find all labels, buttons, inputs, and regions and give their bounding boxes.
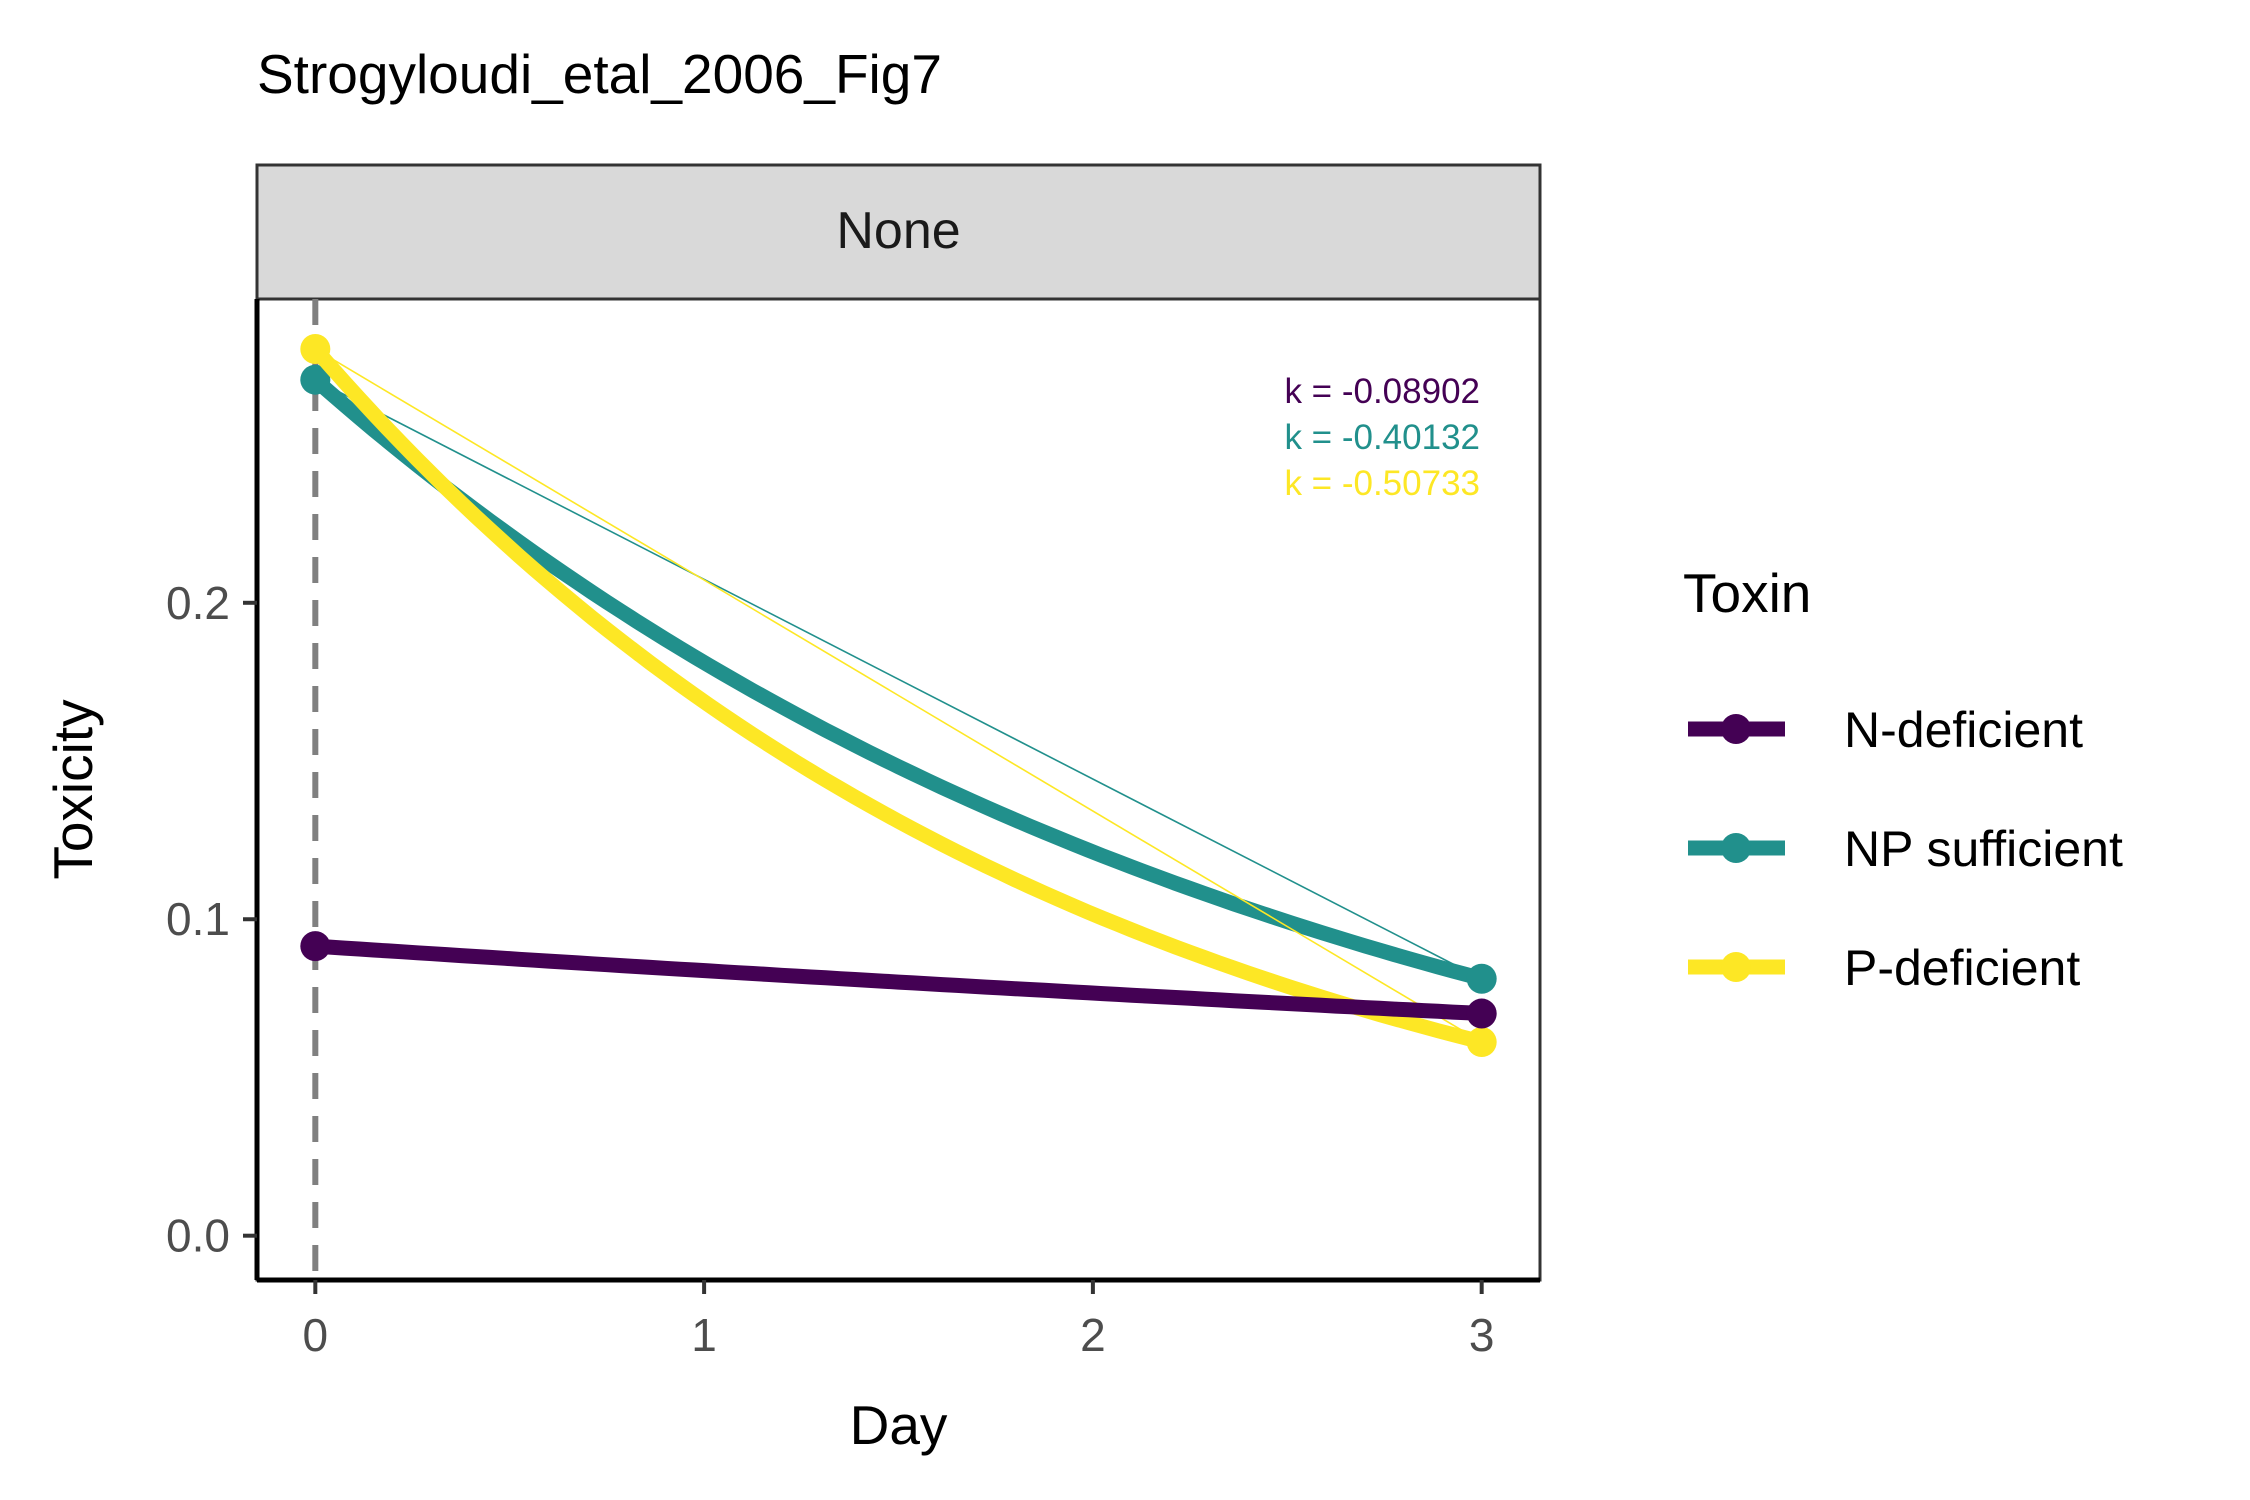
series-connector-line [314, 348, 1483, 1043]
y-tick-label: 0.2 [166, 577, 230, 629]
data-point [1466, 1027, 1497, 1058]
x-tick-label: 0 [303, 1309, 329, 1361]
facet-label: None [836, 202, 960, 260]
data-point [1466, 963, 1497, 994]
x-axis-label: Day [850, 1394, 948, 1456]
plot-panel [255, 297, 1542, 1282]
y-tick-label: 0.0 [166, 1210, 230, 1262]
x-tick-label: 2 [1080, 1309, 1106, 1361]
k-annotation: k = -0.50733 [1284, 464, 1480, 503]
facet-strip [255, 163, 1542, 301]
legend-key-point [1721, 952, 1751, 982]
legend-label: NP sufficient [1844, 821, 2123, 877]
data-point [300, 931, 331, 962]
x-tick-label: 1 [691, 1309, 717, 1361]
y-axis-label: Toxicity [42, 699, 104, 880]
legend-key-point [1721, 833, 1751, 863]
k-annotation: k = -0.40132 [1284, 418, 1480, 457]
y-tick-label: 0.1 [166, 893, 230, 945]
x-tick-label: 3 [1469, 1309, 1495, 1361]
legend-title: Toxin [1683, 562, 1811, 624]
k-annotation: k = -0.08902 [1284, 372, 1480, 411]
series-connector-line [314, 378, 1483, 980]
legend-key-point [1721, 714, 1751, 744]
legend-label: P-deficient [1844, 940, 2080, 996]
series-fit-curve [307, 938, 1490, 1021]
series-fit-curve [307, 372, 1490, 987]
series-fit-curve [307, 341, 1490, 1050]
data-point [1466, 998, 1497, 1029]
chart-title: Strogyloudi_etal_2006_Fig7 [257, 43, 942, 105]
legend-label: N-deficient [1844, 702, 2083, 758]
data-point [300, 333, 331, 364]
data-point [300, 364, 331, 395]
